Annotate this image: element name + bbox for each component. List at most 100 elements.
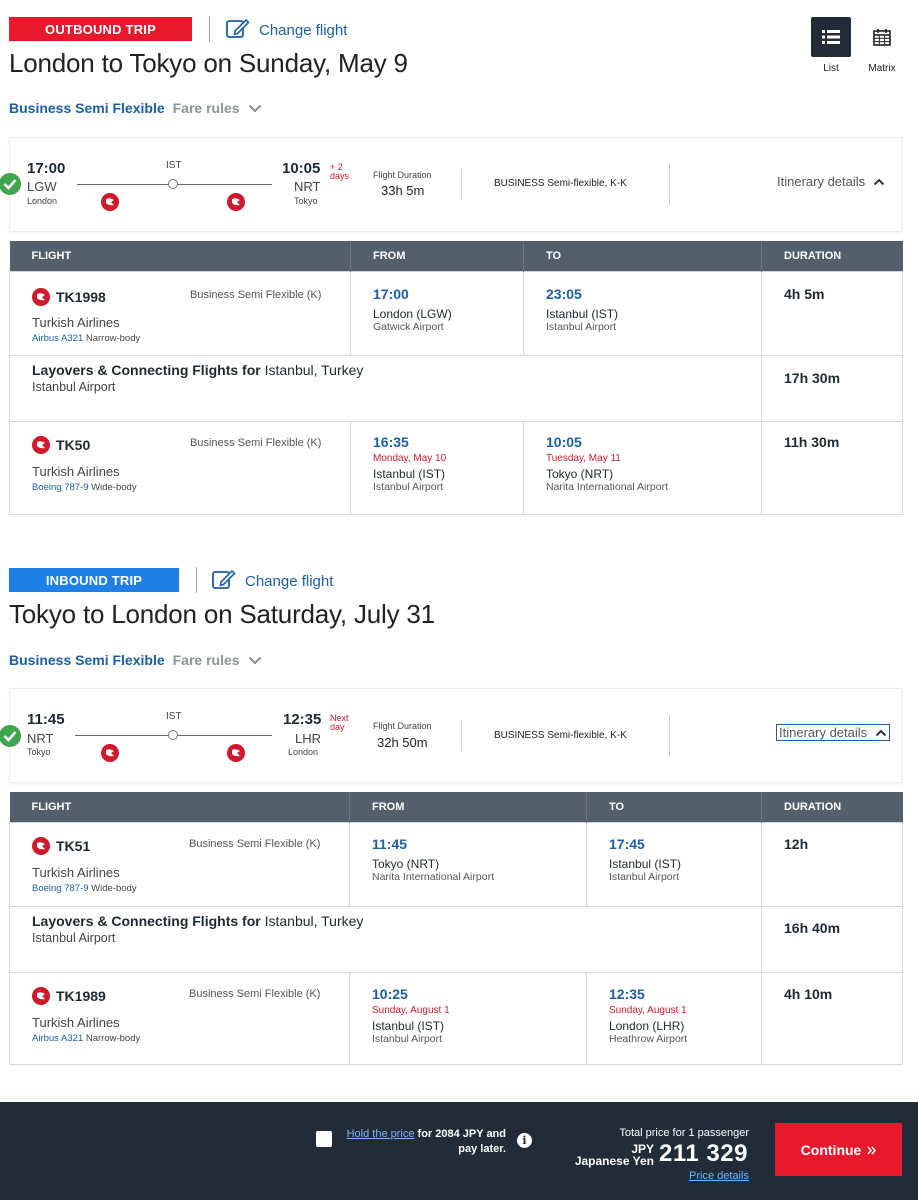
booking-class: Business Semi Flexible (K): [190, 288, 322, 301]
flight-number: TK1998: [32, 287, 106, 306]
departure-code: NRT: [27, 731, 54, 746]
outbound-flight-table: FLIGHT FROM TO DURATION TK1998 Business …: [9, 241, 903, 515]
outbound-trip-badge: OUTBOUND TRIP: [9, 17, 192, 41]
matrix-view-button[interactable]: Matrix: [862, 17, 902, 74]
itinerary-details-toggle[interactable]: Itinerary details: [775, 724, 891, 741]
cabin-class: BUSINESS Semi-flexible, K-K: [494, 178, 627, 189]
total-price-label: Total price for 1 passenger: [619, 1127, 749, 1139]
duration-label: Flight Duration: [373, 721, 432, 731]
hold-price-checkbox[interactable]: [316, 1131, 332, 1147]
outbound-change-flight-link[interactable]: Change flight: [226, 17, 347, 43]
chevron-down-icon[interactable]: [248, 652, 262, 668]
aircraft-model-link[interactable]: Boeing 787-9: [32, 882, 89, 894]
layover-title: Layovers & Connecting Flights for Istanb…: [32, 361, 364, 378]
layover-duration: 17h 30m: [784, 369, 841, 386]
continue-label: Continue: [800, 1141, 862, 1158]
layover-title: Layovers & Connecting Flights for Istanb…: [32, 912, 364, 929]
aircraft-model-link[interactable]: Boeing 787-9: [32, 481, 89, 493]
arrival-airport: Istanbul Airport: [546, 320, 617, 333]
departure-airport: Gatwick Airport: [373, 320, 444, 333]
change-flight-label: Change flight: [245, 572, 334, 590]
cabin-class: BUSINESS Semi-flexible, K-K: [494, 730, 627, 741]
airline-name: Turkish Airlines: [32, 1014, 120, 1030]
edit-icon: [212, 568, 236, 594]
column-header-flight: FLIGHT: [9, 792, 350, 822]
aircraft-model-link[interactable]: Airbus A321: [32, 332, 84, 344]
price-details-link[interactable]: Price details: [689, 1170, 749, 1182]
arrival-time: 12:35: [609, 985, 645, 1002]
aircraft-model-link[interactable]: Airbus A321: [32, 1032, 84, 1044]
hold-price-text: Hold the price for 2084 JPY and pay later…: [346, 1128, 506, 1155]
fare-rules-toggle[interactable]: Fare rules: [172, 100, 240, 116]
departure-city: Istanbul (IST): [373, 466, 446, 481]
turkish-airlines-logo-icon: [32, 836, 50, 855]
check-circle-icon: [0, 725, 21, 752]
turkish-airlines-logo-icon: [227, 744, 245, 762]
hold-price-link[interactable]: Hold the price: [346, 1128, 415, 1140]
info-icon[interactable]: i: [517, 1133, 532, 1148]
departure-date: Monday, May 10: [373, 452, 447, 464]
column-header-to: TO: [523, 241, 762, 271]
turkish-airlines-logo-icon: [32, 287, 50, 306]
arrival-airport: Heathrow Airport: [609, 1032, 688, 1045]
fare-family-name: Business Semi Flexible: [9, 652, 165, 668]
departure-city: Istanbul (IST): [372, 1018, 445, 1033]
turkish-airlines-logo-icon: [227, 193, 245, 211]
aircraft-info: Airbus A321 Narrow-body: [32, 1032, 141, 1044]
departure-city: Tokyo: [27, 747, 51, 757]
inbound-title: Tokyo to London on Saturday, July 31: [9, 599, 435, 629]
divider: [209, 16, 210, 42]
layover-row: Layovers & Connecting Flights for Istanb…: [9, 354, 903, 422]
chevron-down-icon[interactable]: [248, 100, 262, 116]
price-footer-bar: [0, 1102, 918, 1200]
flight-number: TK1989: [32, 986, 106, 1005]
departure-time: 11:45: [27, 711, 65, 728]
arrival-code: NRT: [294, 179, 321, 194]
booking-class: Business Semi Flexible (K): [189, 837, 321, 850]
flight-number: TK51: [32, 836, 90, 855]
aircraft-info: Boeing 787-9 Wide-body: [32, 882, 137, 894]
aircraft-info: Airbus A321 Narrow-body: [32, 332, 141, 344]
booking-class: Business Semi Flexible (K): [190, 436, 322, 449]
airline-name: Turkish Airlines: [32, 864, 120, 880]
departure-code: LGW: [27, 179, 57, 194]
via-code: IST: [166, 160, 182, 171]
outbound-title: London to Tokyo on Sunday, May 9: [9, 48, 408, 78]
continue-button[interactable]: Continue: [775, 1123, 902, 1176]
arrival-time: 23:05: [546, 285, 582, 302]
list-icon: [811, 17, 851, 57]
arrival-city: London: [288, 747, 319, 757]
double-chevron-right-icon: [867, 1142, 877, 1158]
flight-segment-row: TK1998 Business Semi Flexible (K) Turkis…: [9, 270, 903, 356]
flight-number: TK50: [32, 435, 90, 454]
departure-city: London: [27, 196, 58, 206]
column-header-to: TO: [586, 792, 762, 822]
arrival-city: Tokyo (NRT): [546, 466, 614, 481]
arrival-city: London (LHR): [609, 1018, 685, 1033]
list-view-button[interactable]: List: [811, 17, 851, 74]
arrival-time: 10:05: [546, 433, 582, 450]
arrival-code: LHR: [295, 731, 322, 746]
stop-dot: [168, 179, 178, 189]
chevron-up-icon: [875, 725, 887, 740]
itinerary-details-toggle[interactable]: Itinerary details: [777, 174, 885, 189]
column-header-from: FROM: [349, 792, 587, 822]
inbound-trip-badge: INBOUND TRIP: [9, 568, 179, 592]
turkish-airlines-logo-icon: [101, 744, 119, 762]
total-duration: 33h 5m: [381, 183, 425, 198]
departure-airport: Narita International Airport: [372, 870, 494, 883]
arrival-time: 12:35: [283, 711, 322, 728]
inbound-change-flight-link[interactable]: Change flight: [212, 568, 333, 594]
chevron-up-icon: [873, 174, 885, 189]
fare-family-name: Business Semi Flexible: [9, 100, 165, 116]
column-header-from: FROM: [350, 241, 524, 271]
departure-date: Sunday, August 1: [372, 1004, 450, 1016]
fare-rules-toggle[interactable]: Fare rules: [172, 652, 240, 668]
via-code: IST: [166, 711, 182, 722]
stop-dot: [168, 730, 178, 740]
total-price-amount: 211 329: [659, 1140, 748, 1167]
arrival-city: Tokyo: [294, 196, 318, 206]
layover-duration: 16h 40m: [784, 919, 841, 936]
change-flight-label: Change flight: [259, 21, 348, 39]
calendar-icon: [862, 17, 902, 57]
